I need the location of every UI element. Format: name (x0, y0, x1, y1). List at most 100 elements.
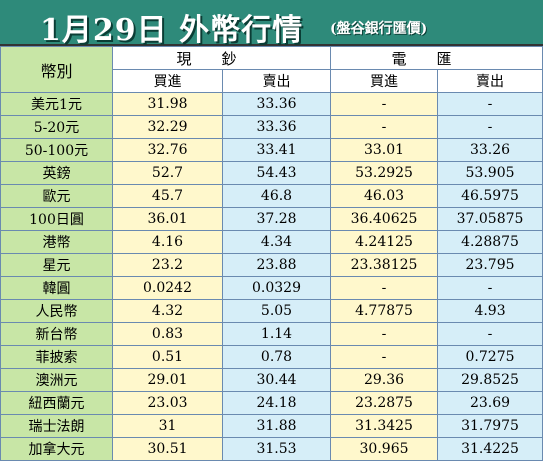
transfer-buy-cell: 23.2875 (330, 391, 439, 415)
transfer-sell-cell: 37.05875 (437, 207, 543, 231)
header-cash-buy: 買進 (112, 69, 223, 93)
transfer-buy-cell: - (330, 276, 439, 300)
cash-sell-cell: 31.53 (221, 437, 332, 461)
transfer-sell-cell: 33.26 (437, 138, 543, 162)
header-row-group: 幣別 現鈔 電匯 (0, 46, 543, 93)
cash-buy-cell: 31.98 (112, 92, 223, 116)
transfer-buy-cell: - (330, 115, 439, 139)
header-currency: 幣別 (0, 46, 113, 93)
table-row: 英鎊 52.7 54.43 53.2925 53.905 (0, 161, 543, 185)
cash-sell-cell: 0.78 (221, 345, 332, 369)
transfer-sell-cell: 23.69 (437, 391, 543, 415)
table-row: 5-20元 32.29 33.36- - (0, 115, 543, 139)
transfer-buy-cell: - (330, 322, 439, 346)
transfer-buy-cell: - (330, 92, 439, 116)
currency-name: 5-20元 (0, 115, 113, 139)
table-row: 100日圓 36.01 37.28 36.40625 37.05875 (0, 207, 543, 231)
transfer-sell-cell: - (437, 115, 543, 139)
currency-name: 澳洲元 (0, 368, 113, 392)
transfer-sell-cell: 0.7275 (437, 345, 543, 369)
currency-name: 新台幣 (0, 322, 113, 346)
table-row: 美元1元 31.98 33.36- - (0, 92, 543, 116)
title-banner: 1月29日 外幣行情 (盤谷銀行匯價) (0, 0, 543, 48)
cash-buy-cell: 4.32 (112, 299, 223, 323)
cash-buy-cell: 31 (112, 414, 223, 438)
page-title: 1月29日 外幣行情 (40, 13, 304, 48)
currency-name: 菲披索 (0, 345, 113, 369)
transfer-sell-cell: 46.5975 (437, 184, 543, 208)
transfer-buy-cell: 46.03 (330, 184, 439, 208)
cash-sell-cell: 31.88 (221, 414, 332, 438)
table-row: 瑞士法朗 31 31.88 31.3425 31.7975 (0, 414, 543, 438)
currency-name: 100日圓 (0, 207, 113, 231)
transfer-buy-cell: 33.01 (330, 138, 439, 162)
cash-buy-cell: 45.7 (112, 184, 223, 208)
table-row: 澳洲元 29.01 30.44 29.36 29.8525 (0, 368, 543, 392)
cash-buy-cell: 52.7 (112, 161, 223, 185)
currency-name: 50-100元 (0, 138, 113, 162)
header-transfer: 電匯 (330, 46, 543, 70)
transfer-buy-cell: 29.36 (330, 368, 439, 392)
table-row: 菲披索 0.51 0.78-0.7275 (0, 345, 543, 369)
currency-name: 星元 (0, 253, 113, 277)
page-subtitle: (盤谷銀行匯價) (330, 21, 428, 37)
cash-sell-cell: 30.44 (221, 368, 332, 392)
cash-buy-cell: 30.51 (112, 437, 223, 461)
transfer-buy-cell: 31.3425 (330, 414, 439, 438)
header-transfer-sell: 賣出 (437, 69, 543, 93)
table-row: 50-100元 32.76 33.41 33.01 33.26 (0, 138, 543, 162)
currency-name: 英鎊 (0, 161, 113, 185)
currency-name: 美元1元 (0, 92, 113, 116)
table-row: 星元 23.2 23.88 23.38125 23.795 (0, 253, 543, 277)
currency-name: 歐元 (0, 184, 113, 208)
cash-buy-cell: 23.03 (112, 391, 223, 415)
transfer-buy-cell: 4.77875 (330, 299, 439, 323)
transfer-sell-cell: 31.7975 (437, 414, 543, 438)
transfer-buy-cell: 23.38125 (330, 253, 439, 277)
transfer-sell-cell: 4.93 (437, 299, 543, 323)
transfer-sell-cell: 53.905 (437, 161, 543, 185)
cash-sell-cell: 4.34 (221, 230, 332, 254)
table-row: 加拿大元 30.51 31.53 30.965 31.4225 (0, 437, 543, 461)
cash-sell-cell: 46.8 (221, 184, 332, 208)
table-row: 港幣 4.16 4.34 4.24125 4.28875 (0, 230, 543, 254)
currency-name: 韓圓 (0, 276, 113, 300)
cash-sell-cell: 1.14 (221, 322, 332, 346)
currency-name: 瑞士法朗 (0, 414, 113, 438)
exchange-rate-table: 幣別 現鈔 電匯 買進 賣出 買進 賣出 美元1元 31.98 33.36- -5-2… (0, 46, 543, 461)
transfer-buy-cell: 53.2925 (330, 161, 439, 185)
cash-sell-cell: 33.36 (221, 115, 332, 139)
currency-name: 人民幣 (0, 299, 113, 323)
cash-buy-cell: 36.01 (112, 207, 223, 231)
cash-buy-cell: 0.0242 (112, 276, 223, 300)
table-row: 紐西蘭元 23.03 24.18 23.2875 23.69 (0, 391, 543, 415)
transfer-buy-cell: 36.40625 (330, 207, 439, 231)
cash-sell-cell: 24.18 (221, 391, 332, 415)
cash-sell-cell: 54.43 (221, 161, 332, 185)
cash-sell-cell: 5.05 (221, 299, 332, 323)
transfer-sell-cell: - (437, 92, 543, 116)
cash-buy-cell: 32.29 (112, 115, 223, 139)
table-row: 韓圓 0.0242 0.0329- - (0, 276, 543, 300)
currency-name: 港幣 (0, 230, 113, 254)
cash-sell-cell: 0.0329 (221, 276, 332, 300)
cash-sell-cell: 23.88 (221, 253, 332, 277)
currency-name: 加拿大元 (0, 437, 113, 461)
cash-buy-cell: 0.51 (112, 345, 223, 369)
currency-name: 紐西蘭元 (0, 391, 113, 415)
cash-sell-cell: 37.28 (221, 207, 332, 231)
header-cash-sell: 賣出 (221, 69, 332, 93)
cash-sell-cell: 33.41 (221, 138, 332, 162)
cash-buy-cell: 23.2 (112, 253, 223, 277)
transfer-sell-cell: 29.8525 (437, 368, 543, 392)
transfer-sell-cell: 31.4225 (437, 437, 543, 461)
transfer-buy-cell: - (330, 345, 439, 369)
cash-sell-cell: 33.36 (221, 92, 332, 116)
cash-buy-cell: 0.83 (112, 322, 223, 346)
transfer-sell-cell: 4.28875 (437, 230, 543, 254)
transfer-sell-cell: - (437, 322, 543, 346)
cash-buy-cell: 4.16 (112, 230, 223, 254)
transfer-buy-cell: 30.965 (330, 437, 439, 461)
transfer-sell-cell: 23.795 (437, 253, 543, 277)
